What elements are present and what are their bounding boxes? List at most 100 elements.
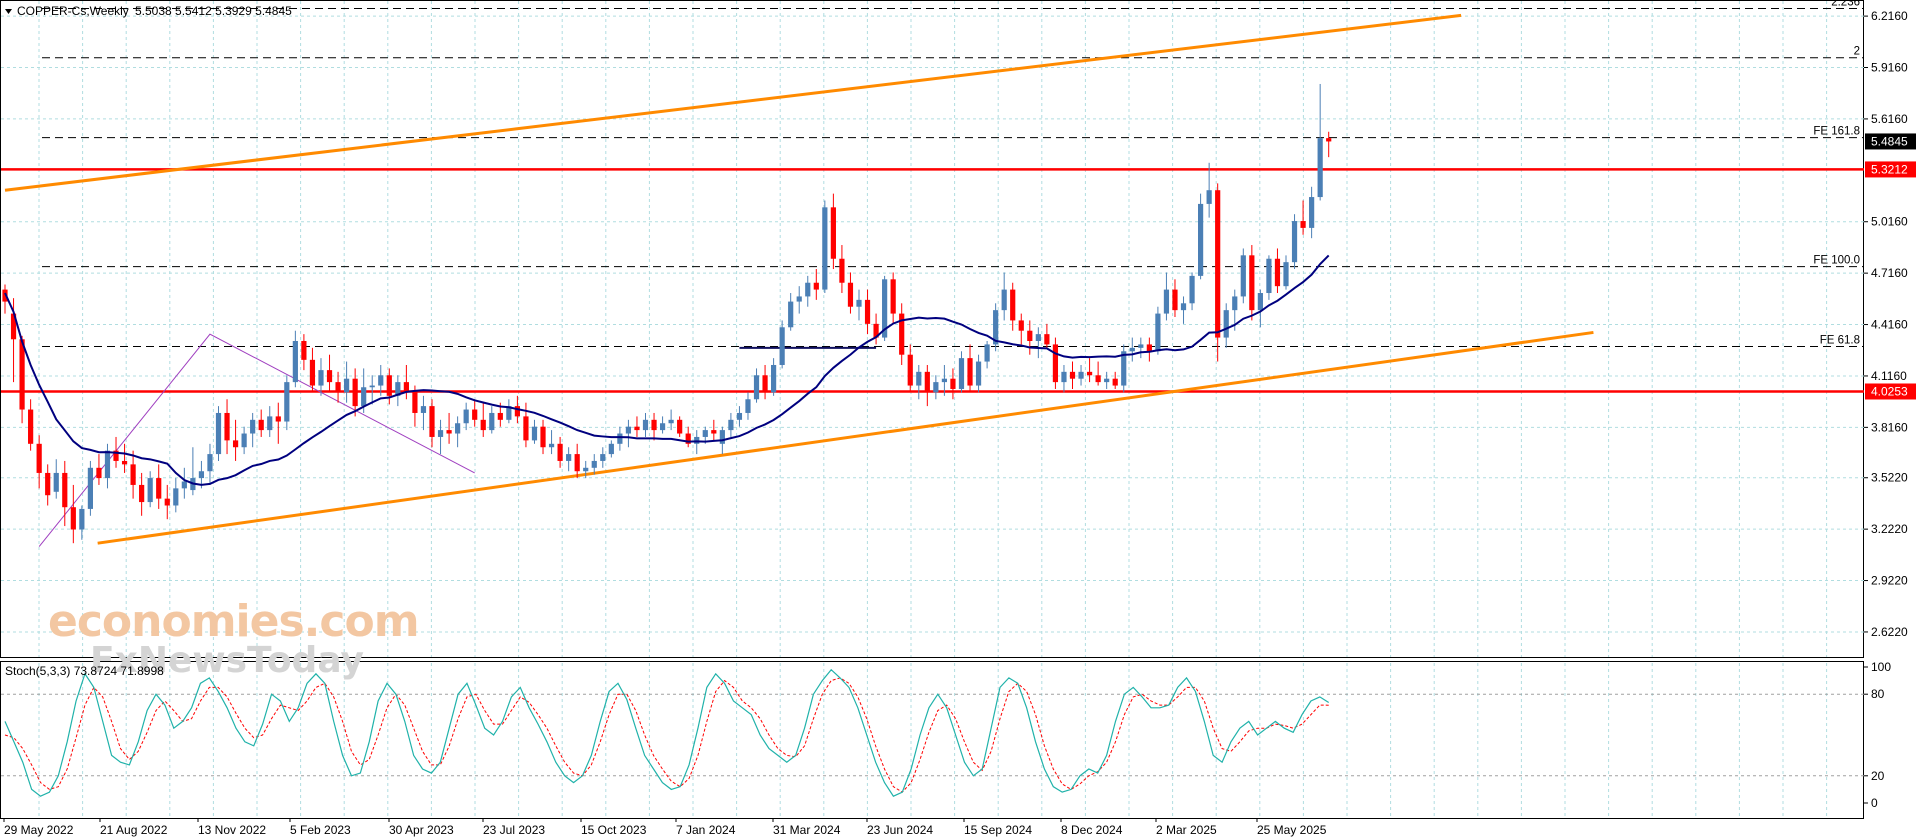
candle-body — [53, 472, 59, 492]
candle-body — [395, 382, 401, 396]
trend-channel — [4, 13, 1594, 547]
fib-level-label: FE 100.0 — [1813, 255, 1860, 267]
stoch-tick-label: 100 — [1871, 660, 1891, 674]
candle-body — [378, 375, 384, 386]
watermark: economies.com FxNewsToday — [48, 596, 420, 681]
stochastic-oscillator — [4, 668, 1330, 797]
candle-body — [736, 412, 743, 420]
candle-body — [87, 467, 93, 509]
candle-body — [805, 282, 811, 297]
candle-body — [608, 443, 614, 455]
candlesticks — [2, 83, 1332, 544]
candle-body — [412, 392, 418, 413]
stoch-pane-frame — [0, 661, 1864, 819]
candle-body — [548, 443, 555, 448]
candle-body — [284, 382, 290, 422]
x-tick-label: 31 Mar 2024 — [773, 823, 841, 837]
candle-body — [173, 488, 179, 506]
candle-body — [489, 412, 495, 431]
candle-body — [1146, 344, 1152, 352]
candle-body — [1232, 296, 1238, 311]
channel-line — [97, 330, 1594, 545]
candle-body — [10, 313, 17, 340]
candle-body — [958, 358, 965, 389]
ma-line — [4, 254, 1330, 486]
candle-body — [685, 433, 691, 444]
candle-body — [933, 382, 939, 393]
x-tick-label: 2 Mar 2025 — [1156, 823, 1217, 837]
y-tick-label: 3.2220 — [1871, 522, 1908, 536]
main-pane-frame — [0, 0, 1864, 658]
candle-body — [369, 385, 375, 388]
stoch-main-line — [4, 668, 1330, 797]
candle-body — [975, 361, 982, 386]
candle-body — [711, 430, 717, 434]
candle-body — [1078, 371, 1084, 379]
candle-body — [557, 443, 563, 461]
y-tick-label: 2.6220 — [1871, 625, 1908, 639]
candle-body — [1069, 371, 1076, 379]
candle-body — [574, 454, 580, 472]
candle-body — [591, 460, 597, 468]
candle-body — [702, 430, 708, 437]
x-tick-label: 8 Dec 2024 — [1061, 823, 1123, 837]
candle-body — [446, 430, 452, 434]
candle-body — [318, 370, 324, 386]
candle-body — [907, 354, 913, 386]
y-tick-label: 2.9220 — [1871, 574, 1908, 588]
price-tag-bg — [1865, 133, 1916, 150]
candle-body — [634, 426, 640, 431]
candle-body — [651, 419, 657, 431]
y-tick-label: 5.6160 — [1871, 112, 1908, 126]
candle-body — [1061, 371, 1067, 383]
candle-body — [967, 358, 973, 386]
stoch-tick-label: 80 — [1871, 687, 1885, 701]
candle-body — [28, 409, 34, 444]
candle-body — [1112, 378, 1118, 386]
candle-body — [1257, 293, 1263, 311]
watermark-economies: economies.com — [48, 596, 419, 647]
candle-body — [19, 339, 25, 410]
candle-body — [1035, 334, 1041, 341]
candle-body — [275, 416, 281, 422]
candle-body — [796, 296, 802, 302]
candle-body — [719, 430, 725, 444]
candle-body — [1274, 258, 1281, 287]
candle-body — [1018, 320, 1024, 331]
candle-body — [130, 464, 136, 485]
candle-body — [1138, 344, 1144, 348]
candle-body — [309, 359, 316, 386]
candle-body — [1326, 138, 1332, 142]
triangle-down-icon[interactable] — [5, 9, 12, 14]
candle-body — [2, 289, 8, 302]
candle-body — [583, 467, 589, 472]
candle-body — [916, 371, 922, 386]
candle-body — [1001, 289, 1007, 311]
candle-body — [882, 279, 888, 338]
fib-level-label: 2.236 — [1831, 0, 1860, 9]
horizontal-levels — [1, 8, 1864, 393]
candle-body — [62, 472, 68, 508]
candle-body — [121, 460, 128, 465]
candle-body — [480, 419, 486, 431]
price-tag-bg — [1865, 383, 1916, 400]
stoch-tick-label: 20 — [1871, 769, 1885, 783]
ohlc-readout: 5.5038 5.5412 5.3929 5.4845 — [135, 4, 292, 18]
stoch-tick-label: 0 — [1871, 796, 1878, 810]
candle-body — [1240, 255, 1246, 297]
candle-body — [181, 481, 187, 489]
candle-body — [813, 282, 819, 290]
candle-body — [822, 207, 828, 290]
candle-body — [232, 440, 239, 448]
candle-body — [899, 313, 905, 355]
candle-body — [745, 399, 751, 413]
candle-body — [1129, 347, 1135, 352]
candle-body — [1309, 197, 1315, 228]
x-tick-label: 21 Aug 2022 — [100, 823, 168, 837]
candle-body — [941, 378, 947, 383]
candle-body — [668, 419, 674, 424]
candle-body — [1095, 375, 1101, 383]
y-tick-label: 3.5220 — [1871, 471, 1908, 485]
